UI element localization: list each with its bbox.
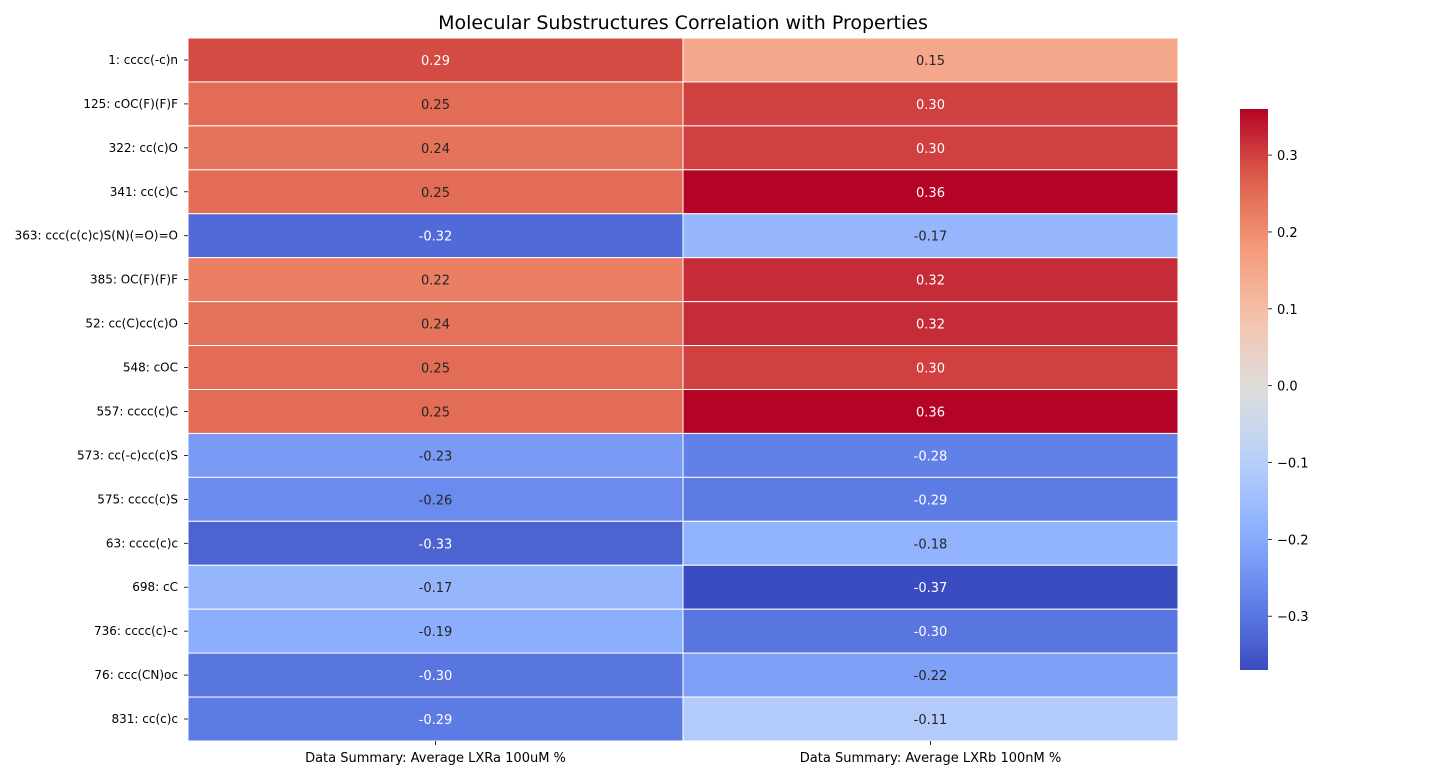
- cell-value-label: -0.28: [914, 449, 948, 464]
- cell-value-label: -0.30: [419, 669, 453, 684]
- row-label: 831: cc(c)c: [111, 712, 178, 726]
- heatmap-cell: [682, 476, 1179, 522]
- row-label: 385: OC(F)(F)F: [90, 273, 178, 287]
- heatmap-cell: [187, 81, 684, 127]
- heatmap-cell: [682, 169, 1179, 215]
- row-label: 52: cc(C)cc(c)O: [85, 317, 178, 331]
- cell-value-label: -0.30: [914, 625, 948, 640]
- heatmap-cell: [682, 257, 1179, 303]
- row-label: 548: cOC: [123, 361, 178, 375]
- cell-value-label: 0.24: [421, 318, 450, 333]
- row-label: 341: cc(c)C: [110, 185, 178, 199]
- heatmap-cell: [187, 476, 684, 522]
- heatmap-cell: [682, 125, 1179, 171]
- heatmap-cell: [682, 389, 1179, 434]
- heatmap-cell: [682, 608, 1179, 654]
- chart-title: Molecular Substructures Correlation with…: [438, 12, 928, 34]
- heatmap-cell: [187, 564, 684, 610]
- heatmap-cell: [187, 608, 684, 654]
- cell-value-label: -0.37: [914, 581, 948, 596]
- cell-value-label: -0.17: [419, 581, 453, 596]
- cell-value-label: -0.11: [914, 713, 948, 728]
- heatmap-cell: [682, 301, 1179, 347]
- heatmap-cell: [682, 81, 1179, 127]
- heatmap-cell: [187, 389, 684, 434]
- cell-value-label: 0.30: [916, 362, 945, 377]
- heatmap-cell: [682, 37, 1179, 83]
- heatmap-cell: [682, 652, 1179, 698]
- cell-value-label: 0.36: [916, 186, 945, 201]
- row-label: 698: cC: [132, 580, 178, 594]
- column-label: Data Summary: Average LXRa 100uM %: [305, 751, 566, 766]
- heatmap-cell: [682, 432, 1179, 478]
- heatmap-cell: [682, 564, 1179, 610]
- cell-value-label: 0.25: [421, 405, 450, 420]
- heatmap-cell: [187, 432, 684, 478]
- row-label: 363: ccc(c(c)c)S(N)(=O)=O: [15, 229, 178, 243]
- heatmap-cell: [682, 520, 1179, 566]
- heatmap-cell: [187, 696, 684, 742]
- heatmap-cell: [682, 345, 1179, 390]
- row-label: 76: ccc(CN)oc: [94, 668, 178, 682]
- colorbar-tick-label: 0.3: [1277, 149, 1298, 164]
- heatmap-cell: [187, 37, 684, 83]
- heatmap-cell: [187, 652, 684, 698]
- cell-value-label: 0.25: [421, 362, 450, 377]
- cell-value-label: 0.24: [421, 142, 450, 157]
- cell-value-label: -0.32: [419, 230, 453, 245]
- cell-value-label: -0.22: [914, 669, 948, 684]
- colorbar-tick-label: 0.2: [1277, 226, 1298, 241]
- heatmap-cell-labels: 0.29 0.15 0.25 0.30 0.24 0.30 0.25 0.36 -0.32 -0.…: [419, 54, 948, 728]
- cell-value-label: -0.26: [419, 493, 453, 508]
- column-labels: Data Summary: Average LXRa 100uM % Data S…: [305, 741, 1061, 766]
- heatmap-cells: [187, 37, 1179, 742]
- cell-value-label: 0.15: [916, 54, 945, 69]
- row-label: 63: cccc(c)c: [106, 536, 178, 550]
- row-labels: 1: cccc(-c)n 125: cOC(F)(F)F 322: cc(c)O 34…: [15, 53, 188, 726]
- cell-value-label: -0.29: [914, 493, 948, 508]
- row-label: 125: cOC(F)(F)F: [83, 97, 178, 111]
- cell-value-label: -0.33: [419, 537, 453, 552]
- cell-value-label: 0.32: [916, 318, 945, 333]
- cell-value-label: -0.23: [419, 449, 453, 464]
- cell-value-label: 0.30: [916, 142, 945, 157]
- heatmap-cell: [187, 125, 684, 171]
- colorbar-ticks: −0.3 −0.2 −0.1 0.0 0.1 0.2 0.3: [1268, 149, 1309, 625]
- column-label: Data Summary: Average LXRb 100nM %: [800, 751, 1061, 766]
- colorbar-tick-label: −0.3: [1277, 610, 1309, 625]
- cell-value-label: -0.29: [419, 713, 453, 728]
- colorbar-gradient: [1240, 109, 1268, 670]
- cell-value-label: 0.25: [421, 98, 450, 113]
- cell-value-label: 0.30: [916, 98, 945, 113]
- colorbar-tick-label: −0.1: [1277, 457, 1309, 472]
- cell-value-label: 0.36: [916, 405, 945, 420]
- cell-value-label: -0.19: [419, 625, 453, 640]
- heatmap-cell: [682, 213, 1179, 259]
- cell-value-label: 0.22: [421, 274, 450, 289]
- row-label: 736: cccc(c)-c: [94, 624, 178, 638]
- cell-value-label: -0.18: [914, 537, 948, 552]
- cell-value-label: 0.32: [916, 274, 945, 289]
- cell-value-label: 0.29: [421, 54, 450, 69]
- row-label: 1: cccc(-c)n: [108, 53, 178, 67]
- heatmap-cell: [187, 301, 684, 347]
- colorbar: −0.3 −0.2 −0.1 0.0 0.1 0.2 0.3: [1240, 109, 1309, 670]
- heatmap-cell: [187, 520, 684, 566]
- colorbar-tick-label: −0.2: [1277, 533, 1309, 548]
- row-label: 557: cccc(c)C: [97, 404, 179, 418]
- cell-value-label: 0.25: [421, 186, 450, 201]
- row-label: 575: cccc(c)S: [97, 492, 178, 506]
- colorbar-tick-label: 0.1: [1277, 303, 1298, 318]
- cell-value-label: -0.17: [914, 230, 948, 245]
- row-label: 573: cc(-c)cc(c)S: [77, 448, 178, 462]
- colorbar-tick-label: 0.0: [1277, 380, 1298, 395]
- row-label: 322: cc(c)O: [109, 141, 178, 155]
